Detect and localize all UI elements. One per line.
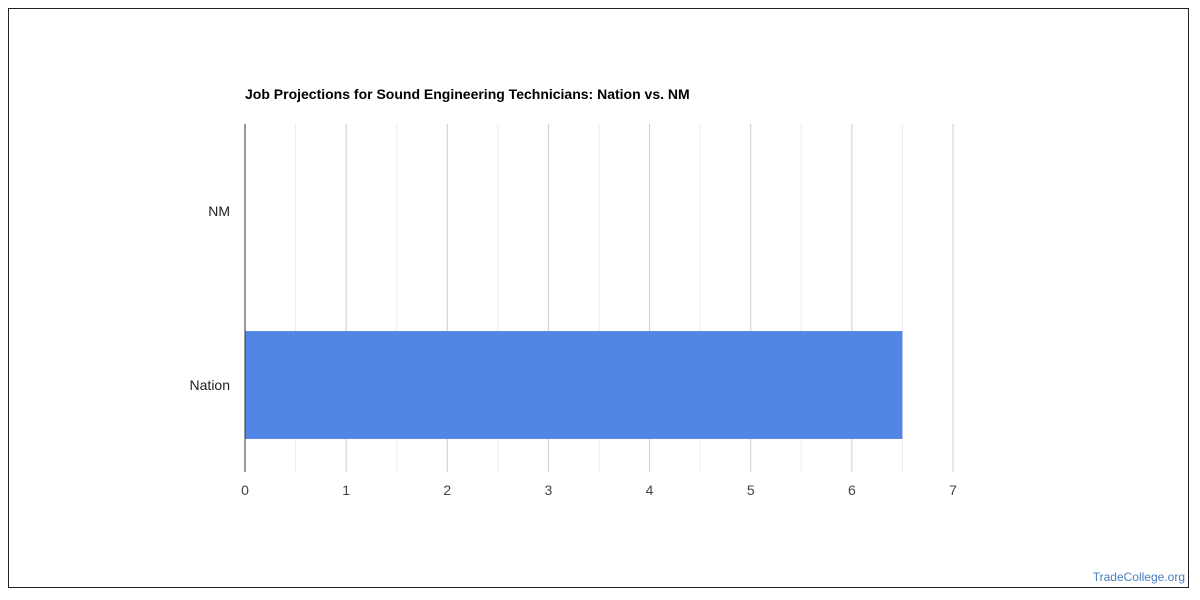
chart-title: Job Projections for Sound Engineering Te… [245,86,690,102]
category-labels: NM Nation [190,203,230,393]
x-tick-labels: 0 1 2 3 4 5 6 7 [241,482,957,498]
x-tick-label: 2 [443,482,451,498]
watermark-link[interactable]: TradeCollege.org [1092,570,1185,584]
x-tick-label: 3 [545,482,553,498]
category-label: Nation [190,377,230,393]
x-tick-label: 4 [646,482,654,498]
x-tick-label: 1 [342,482,350,498]
bars [245,331,903,439]
x-tick-label: 7 [949,482,957,498]
x-tick-label: 5 [747,482,755,498]
x-tick-label: 0 [241,482,249,498]
x-tick-label: 6 [848,482,856,498]
bar-nation [245,331,903,439]
category-label: NM [208,203,230,219]
